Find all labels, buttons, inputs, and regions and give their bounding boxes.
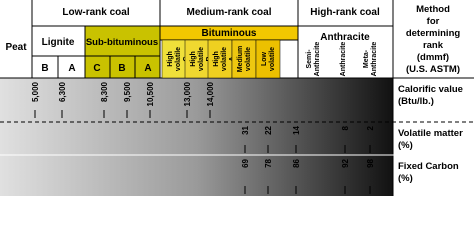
row-label: Volatile matter (%) [398, 128, 463, 151]
coal-rank-diagram: Peat Low-rank coal Medium-rank coal High-ra… [0, 0, 474, 196]
group-label: Sub-bituminous [86, 37, 158, 48]
subgroup-label: C [93, 63, 100, 74]
subgroup-label: Mediumvolatile [237, 46, 252, 72]
subgroup-label: A [68, 63, 75, 74]
tick-label: 78 [264, 158, 273, 167]
subgroup-cell [184, 39, 210, 79]
subgroup-cell [207, 39, 233, 79]
tick-label: 92 [341, 158, 350, 167]
row-label: Fixed Carbon (%) [398, 161, 459, 184]
tick-label: 69 [241, 158, 250, 167]
subgroup-label: Lowvolatile [261, 47, 276, 71]
subgroup-label: B [118, 63, 125, 74]
group-label: Bituminous [202, 28, 257, 39]
method-label: Method for determining rank (dmmf) (U.S. ASTM… [406, 4, 461, 75]
tick-label: 86 [292, 158, 301, 167]
tick-label: 10,500 [146, 81, 155, 106]
tick-label: 13,000 [183, 81, 192, 106]
subgroup-label: Semi-Anthracite [306, 42, 321, 77]
subgroup-label: A [144, 63, 151, 74]
rank-label: Low-rank coal [62, 7, 129, 18]
tick-label: 14,000 [206, 81, 215, 106]
tick-label: 8,300 [100, 81, 109, 102]
rank-label: Medium-rank coal [186, 7, 271, 18]
tick-label: 98 [366, 158, 375, 167]
tick-label: 8 [341, 125, 350, 130]
tick-label: 5,000 [31, 81, 40, 102]
subgroup-label: Anthracite [340, 42, 347, 77]
tick-label: 31 [241, 125, 250, 134]
subgroup-cell [231, 39, 257, 79]
row-label: Calorific value (Btu/lb.) [398, 84, 463, 107]
group-label: Lignite [42, 37, 75, 48]
tick-label: 9,500 [123, 81, 132, 102]
peat-label: Peat [5, 42, 27, 53]
tick-label: 14 [292, 125, 301, 134]
subgroup-label: B [41, 63, 48, 74]
subgroup-label: Meta-Anthracite [363, 42, 378, 77]
subgroup-cell [161, 39, 187, 79]
rank-label: High-rank coal [310, 7, 380, 18]
tick-label: 2 [366, 125, 375, 130]
group-label: Anthracite [320, 32, 370, 43]
tick-label: 6,300 [58, 81, 67, 102]
tick-label: 22 [264, 125, 273, 134]
subgroup-cell [255, 39, 281, 79]
